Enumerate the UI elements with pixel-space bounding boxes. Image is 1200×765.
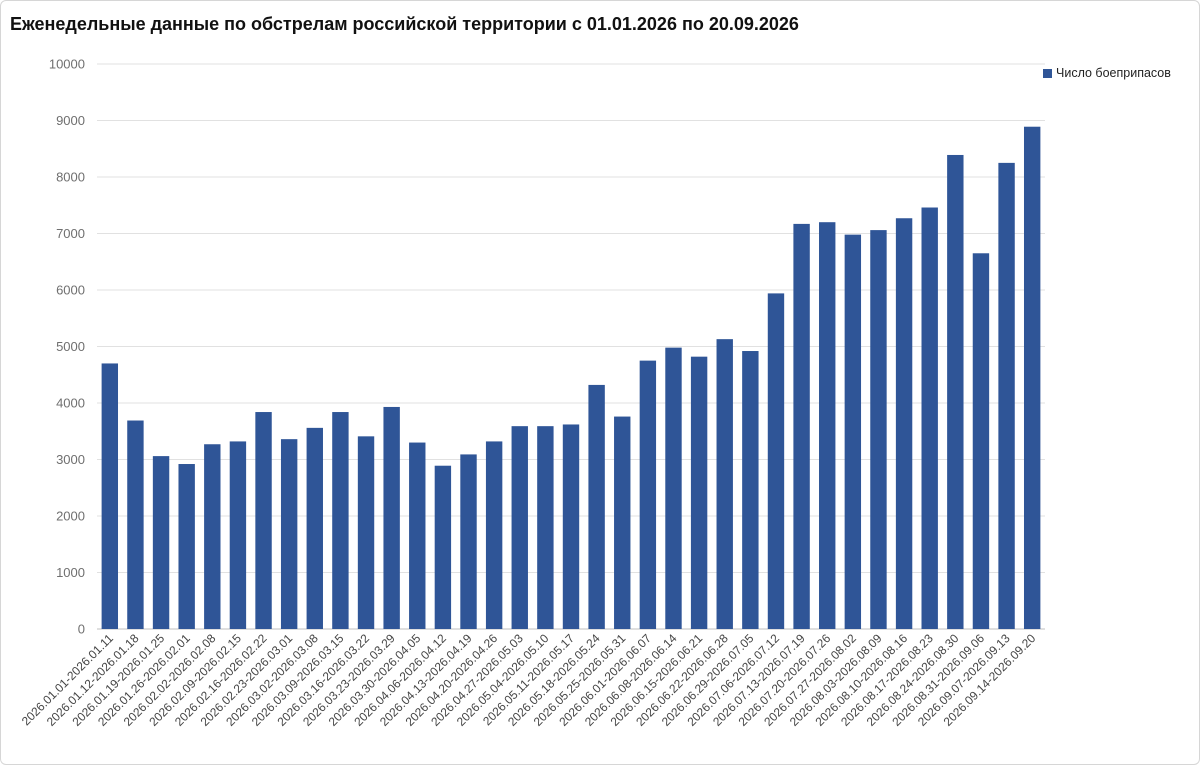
y-tick-label: 0 bbox=[78, 622, 85, 637]
legend: Число боеприпасов bbox=[1043, 66, 1171, 80]
bar bbox=[537, 426, 554, 629]
bar bbox=[178, 464, 195, 629]
bar bbox=[434, 465, 452, 629]
y-tick-label: 10000 bbox=[49, 57, 85, 72]
bar bbox=[101, 363, 119, 629]
y-tick-label: 7000 bbox=[56, 226, 85, 241]
bar bbox=[819, 222, 836, 629]
bar bbox=[614, 416, 631, 629]
bar bbox=[690, 356, 708, 629]
bar bbox=[383, 406, 400, 629]
bar bbox=[895, 218, 913, 629]
bar bbox=[306, 427, 323, 629]
bar bbox=[844, 234, 862, 629]
bars bbox=[101, 126, 1041, 630]
bar bbox=[357, 436, 375, 629]
bar bbox=[229, 441, 247, 629]
bar bbox=[1023, 126, 1041, 629]
bar bbox=[588, 384, 605, 629]
legend-swatch bbox=[1043, 68, 1052, 78]
bar bbox=[511, 426, 528, 629]
bar bbox=[127, 420, 144, 629]
bar bbox=[204, 444, 221, 629]
bar bbox=[332, 412, 349, 629]
bar bbox=[152, 456, 170, 629]
y-tick-label: 5000 bbox=[56, 339, 85, 354]
y-tick-label: 3000 bbox=[56, 452, 85, 467]
y-axis-ticks: 0 1000 2000 3000 4000 5000 6000 7000 8000 9000 100… bbox=[49, 57, 85, 637]
bar bbox=[870, 230, 887, 630]
gridlines bbox=[97, 63, 1045, 630]
y-tick-label: 8000 bbox=[56, 170, 85, 185]
bar bbox=[716, 339, 733, 629]
bar bbox=[742, 351, 759, 629]
y-tick-label: 9000 bbox=[56, 113, 85, 128]
y-tick-label: 4000 bbox=[56, 396, 85, 411]
bar bbox=[639, 360, 657, 629]
bar bbox=[255, 412, 272, 629]
y-tick-label: 6000 bbox=[56, 283, 85, 298]
x-axis-ticks: 2026.01.01-2026.01.112026.01.12-2026.01.… bbox=[19, 631, 1039, 729]
bar bbox=[409, 442, 426, 629]
bar bbox=[562, 424, 580, 629]
bar bbox=[947, 154, 964, 629]
bar bbox=[280, 439, 298, 629]
bar bbox=[767, 293, 785, 629]
bar bbox=[921, 207, 938, 629]
y-tick-label: 2000 bbox=[56, 509, 85, 524]
bar bbox=[485, 441, 503, 629]
bar bbox=[972, 253, 990, 629]
bar bbox=[998, 162, 1015, 629]
bar bbox=[460, 454, 477, 629]
legend-label: Число боеприпасов bbox=[1056, 66, 1171, 80]
bar bbox=[793, 223, 810, 629]
y-tick-label: 1000 bbox=[56, 565, 85, 580]
bar bbox=[665, 347, 682, 629]
chart-title: Еженедельные данные по обстрелам российс… bbox=[10, 14, 799, 34]
